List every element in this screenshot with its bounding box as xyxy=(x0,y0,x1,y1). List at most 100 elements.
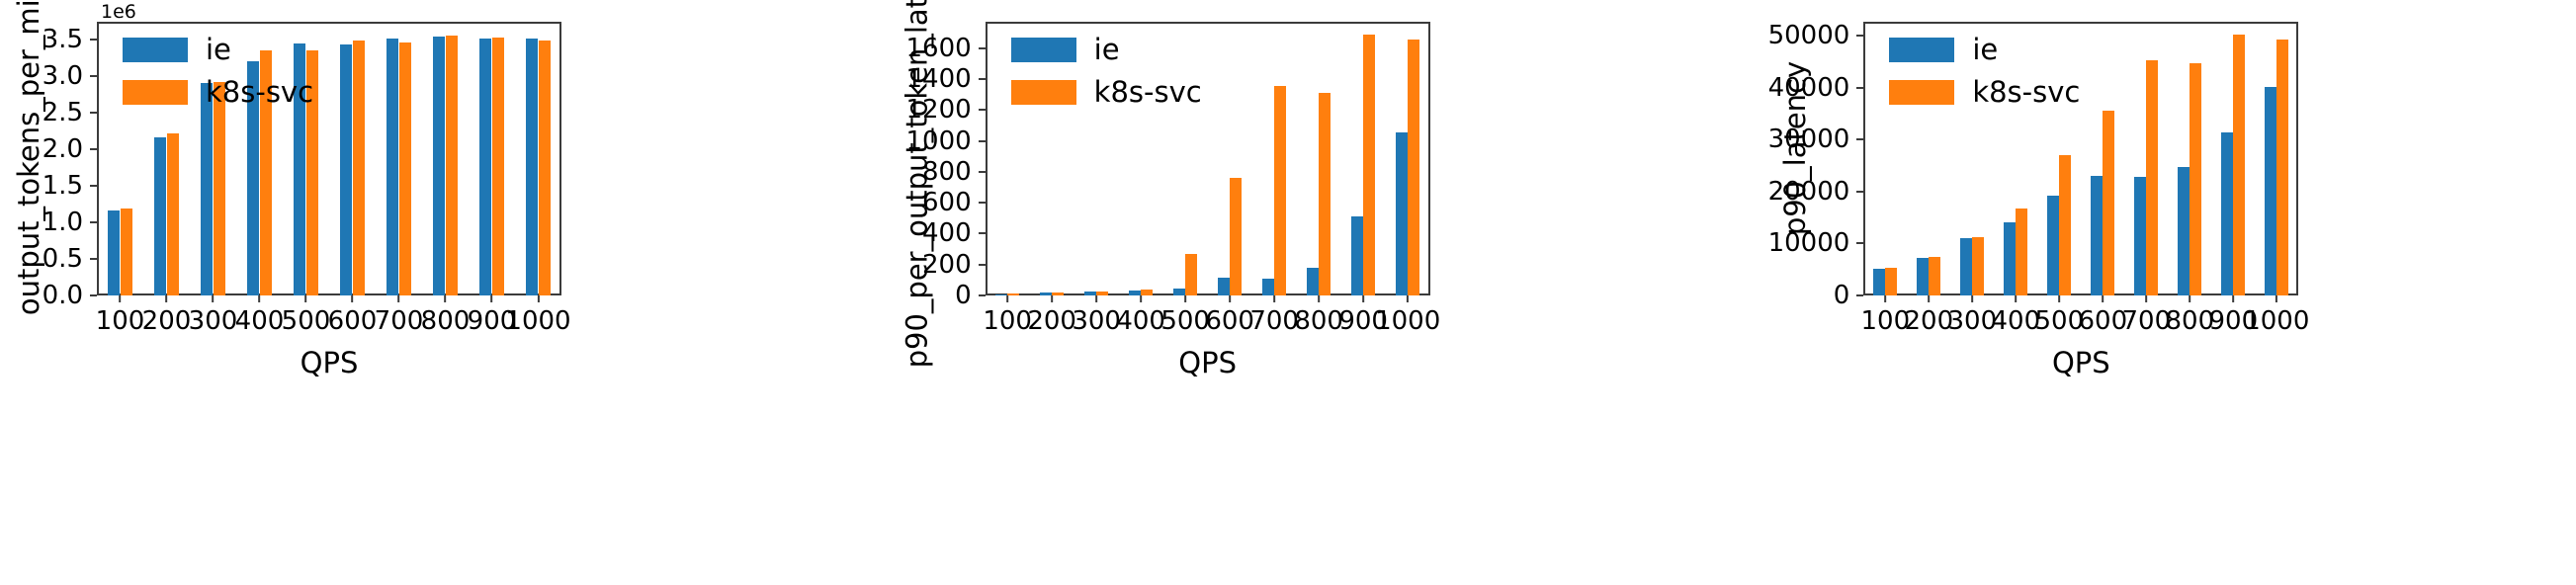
bar-k8s-svc-800 xyxy=(1319,92,1331,295)
x-axis-tick: 900 xyxy=(1338,295,1388,336)
bar-k8s-svc-200 xyxy=(166,132,180,295)
y-tick-mark xyxy=(978,232,986,235)
bar-k8s-svc-100 xyxy=(1007,293,1020,295)
x-axis-tick: 200 xyxy=(141,295,192,336)
bar-ie-300 xyxy=(1084,292,1097,295)
y-tick-label: 800 xyxy=(922,156,972,187)
x-axis-tick: 400 xyxy=(1116,295,1165,336)
y-tick-mark xyxy=(90,258,97,261)
bar-k8s-svc-1000 xyxy=(2276,40,2289,295)
y-tick-label: 200 xyxy=(922,249,972,280)
bar-ie-500 xyxy=(293,43,306,295)
bar-k8s-svc-500 xyxy=(305,50,319,295)
x-tick-label: 800 xyxy=(1294,306,1343,336)
x-axis-tick: 500 xyxy=(282,295,330,336)
x-axis-tick: 400 xyxy=(1991,295,2040,336)
bar-k8s-svc-800 xyxy=(445,36,459,295)
y-axis-tick: 0 xyxy=(1834,281,1864,310)
legend-item-ie[interactable]: ie xyxy=(123,36,313,64)
x-axis-tick: 1000 xyxy=(505,295,571,336)
bar-ie-200 xyxy=(153,136,167,295)
y-tick-mark xyxy=(978,263,986,266)
x-tick-mark xyxy=(2015,295,2018,302)
y-tick-mark xyxy=(90,75,97,78)
legend-label-ie: ie xyxy=(1972,33,1999,66)
legend-label-k8s-svc: k8s-svc xyxy=(1972,75,2081,109)
plot-area: 0 200 400 600 800 1000 1200 1400 1600 100 200 300 40… xyxy=(905,22,1440,336)
x-axis-tick: 400 xyxy=(235,295,284,336)
x-tick-label: 900 xyxy=(2208,306,2259,336)
x-tick-label: 200 xyxy=(141,306,192,336)
x-axis-tick: 200 xyxy=(1904,295,1953,336)
x-tick-label: 600 xyxy=(1205,306,1254,336)
x-tick-label: 700 xyxy=(374,306,424,336)
x-tick-label: 800 xyxy=(2165,306,2215,336)
bar-k8s-svc-700 xyxy=(398,42,412,295)
x-tick-mark xyxy=(2189,295,2191,302)
x-tick-mark xyxy=(165,295,168,302)
bar-k8s-svc-900 xyxy=(2233,34,2246,295)
legend-item-k8s-svc[interactable]: k8s-svc xyxy=(123,78,313,107)
x-tick-mark xyxy=(1229,295,1232,302)
x-tick-label: 200 xyxy=(1904,306,1954,336)
x-tick-mark xyxy=(304,295,307,302)
bar-ie-900 xyxy=(478,39,492,295)
bar-k8s-svc-900 xyxy=(1363,34,1376,295)
x-tick-label: 100 xyxy=(983,306,1032,336)
bar-k8s-svc-900 xyxy=(491,37,505,295)
y-tick-label: 50000 xyxy=(1767,21,1850,51)
x-tick-label: 300 xyxy=(1072,306,1121,336)
bars-layer xyxy=(97,22,561,295)
x-tick-mark xyxy=(2275,295,2278,302)
legend-item-k8s-svc[interactable]: k8s-svc xyxy=(1889,78,2080,107)
bar-ie-700 xyxy=(2134,176,2147,295)
y-tick-label: 600 xyxy=(922,188,972,218)
x-tick-mark xyxy=(2232,295,2235,302)
y-tick-label: 0 xyxy=(1833,281,1850,310)
bar-ie-100 xyxy=(995,293,1008,295)
y-tick-mark xyxy=(978,46,986,49)
legend-label-k8s-svc: k8s-svc xyxy=(206,75,314,109)
bar-ie-900 xyxy=(2221,131,2234,295)
plot-area: 0 10000 20000 30000 40000 50000 100 200 300 400 50… xyxy=(1768,21,2310,336)
bar-ie-900 xyxy=(1351,215,1364,295)
bars-layer xyxy=(986,22,1430,295)
y-axis-tick: 0.0 xyxy=(43,281,97,310)
y-tick-label: 1400 xyxy=(905,63,972,94)
legend-item-k8s-svc[interactable]: k8s-svc xyxy=(1010,75,1202,109)
bar-ie-100 xyxy=(107,209,121,295)
x-tick-mark xyxy=(1095,295,1098,302)
y-tick-label: 400 xyxy=(922,218,972,249)
legend-item-ie[interactable]: ie xyxy=(1889,36,2080,64)
x-tick-mark xyxy=(1407,295,1410,302)
bar-k8s-svc-200 xyxy=(1052,292,1065,295)
y-axis-tick: 3.5 xyxy=(43,25,97,54)
bar-ie-700 xyxy=(386,39,399,295)
bar-ie-1000 xyxy=(1396,131,1409,295)
y-tick-label: 1.0 xyxy=(42,208,83,238)
y-tick-mark xyxy=(90,39,97,42)
x-tick-label: 700 xyxy=(1249,306,1299,336)
x-axis-tick: 800 xyxy=(421,295,470,336)
x-axis-tick: 300 xyxy=(1947,295,1997,336)
legend: ie k8s-svc xyxy=(1010,36,1202,109)
y-tick-mark xyxy=(978,139,986,142)
x-tick-mark xyxy=(1140,295,1143,302)
y-tick-mark xyxy=(90,294,97,296)
x-tick-mark xyxy=(351,295,354,302)
y-tick-mark xyxy=(1856,294,1864,296)
chart-panel-3: p90_latency 0 10000 20000 30000 40000 50000 100… xyxy=(1717,0,2576,585)
legend-swatch-k8s-svc xyxy=(1010,80,1076,105)
y-axis-tick: 2.0 xyxy=(43,134,97,164)
y-tick-mark xyxy=(1856,242,1864,245)
chart-panel-2: p90_per_output_token_latency 0 200 400 600 80… xyxy=(859,0,1718,585)
legend-label-k8s-svc: k8s-svc xyxy=(1093,75,1202,109)
legend-swatch-ie xyxy=(1889,38,1955,62)
y-tick-mark xyxy=(1856,138,1864,141)
bar-ie-600 xyxy=(2091,176,2104,295)
x-axis-tick: 300 xyxy=(1072,295,1121,336)
y-tick-label: 0 xyxy=(955,281,972,310)
legend-item-ie[interactable]: ie xyxy=(1010,36,1202,64)
x-tick-label: 1000 xyxy=(2244,306,2310,336)
